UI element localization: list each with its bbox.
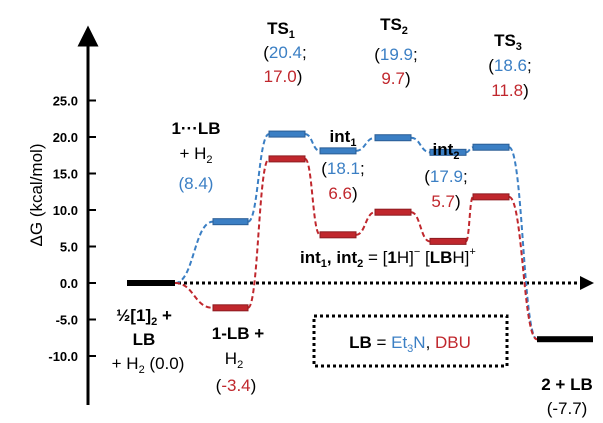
start-label-line2: LB <box>133 330 156 349</box>
level-et3n-5 <box>429 148 467 156</box>
ts2-value-dbu: 9.7) <box>381 69 410 88</box>
lb-complex-h2: + H2 <box>179 144 212 166</box>
y-tick-label: -10.0 <box>48 349 78 364</box>
connector-dbu-1 <box>247 157 270 309</box>
product-name: 2 + LB <box>541 375 593 394</box>
int1-name: int1 <box>330 127 357 149</box>
legend: LB = Et3N, DBU <box>312 314 509 368</box>
legend-box <box>312 314 509 368</box>
int2-value-et3n: (17.9; <box>424 167 468 186</box>
ts3-value-et3n: (18.6; <box>488 56 532 75</box>
y-tick-label: 10.0 <box>53 203 78 218</box>
y-tick-label: 0.0 <box>60 276 78 291</box>
connector-dbu-0 <box>174 282 214 309</box>
ts2-name: TS2 <box>380 15 408 37</box>
connector-et3n-3 <box>355 136 376 152</box>
y-tick-label: 15.0 <box>53 167 78 182</box>
y-tick-label: 5.0 <box>60 240 78 255</box>
y-tick-label: -5.0 <box>56 313 78 328</box>
ts3-value-dbu: 11.8) <box>491 81 529 100</box>
level-product <box>537 336 593 343</box>
connector-dbu-4 <box>410 211 431 243</box>
level-et3n-4 <box>374 134 412 142</box>
connector-et3n-6 <box>508 146 538 341</box>
connector-dbu-2 <box>304 157 321 236</box>
ts3-name: TS3 <box>494 31 522 53</box>
lb-complex-name: 1···LB <box>171 119 220 138</box>
level-et3n-6 <box>472 143 510 151</box>
level-dbu-3 <box>319 231 357 239</box>
level-dbu-6 <box>472 193 510 201</box>
connector-et3n-5 <box>465 146 474 154</box>
level-et3n-1 <box>212 218 249 226</box>
connector-dbu-3 <box>355 211 376 236</box>
level-dbu-2 <box>268 155 306 163</box>
lb-adduct-h2: H2 <box>225 349 243 371</box>
y-ticks <box>88 99 96 357</box>
lb-adduct-value: (-3.4) <box>216 376 257 395</box>
ts1-value-dbu: 17.0) <box>264 67 303 86</box>
level-et3n-2 <box>268 130 306 138</box>
energy-levels <box>127 130 593 343</box>
connector-lines <box>174 133 538 341</box>
connector-et3n-2 <box>304 133 321 152</box>
lb-complex-value: (8.4) <box>179 174 214 193</box>
int2-value-dbu: 5.7) <box>431 192 460 211</box>
level-dbu-5 <box>429 237 467 245</box>
y-tick-labels: 25.0 20.0 15.0 10.0 5.0 0.0 -5.0 -10.0 <box>48 94 78 365</box>
ts2-value-et3n: (19.9; <box>374 45 418 64</box>
y-tick-label: 20.0 <box>53 130 78 145</box>
legend-text: LB = Et3N, DBU <box>349 333 471 355</box>
connector-et3n-0 <box>174 220 214 284</box>
lb-adduct-name: 1-LB + <box>212 324 265 343</box>
connector-et3n-1 <box>247 133 270 223</box>
int2-name: int2 <box>433 140 460 162</box>
level-dbu-4 <box>374 208 412 216</box>
level-dbu-1 <box>212 304 249 312</box>
intermediates-definition: int1, int2 = [1H]− [LBH]+ <box>300 246 476 270</box>
start-label-line1: ½[1]2 + <box>116 306 172 328</box>
connector-dbu-5 <box>465 195 474 243</box>
ts1-value-et3n: (20.4; <box>263 43 307 62</box>
int1-value-dbu: 6.6) <box>328 184 357 203</box>
zero-line-arrow-icon <box>580 276 594 290</box>
level-start <box>127 280 175 286</box>
y-tick-label: 25.0 <box>53 94 78 109</box>
int1-value-et3n: (18.1; <box>321 159 365 178</box>
start-label-line3: + H2 (0.0) <box>112 354 185 376</box>
connector-et3n-4 <box>410 136 431 154</box>
ts1-name: TS1 <box>267 19 295 41</box>
level-et3n-3 <box>319 147 357 155</box>
connector-dbu-6 <box>508 195 538 341</box>
product-value: (-7.7) <box>547 399 588 418</box>
y-axis-label: ΔG (kcal/mol) <box>27 144 46 247</box>
